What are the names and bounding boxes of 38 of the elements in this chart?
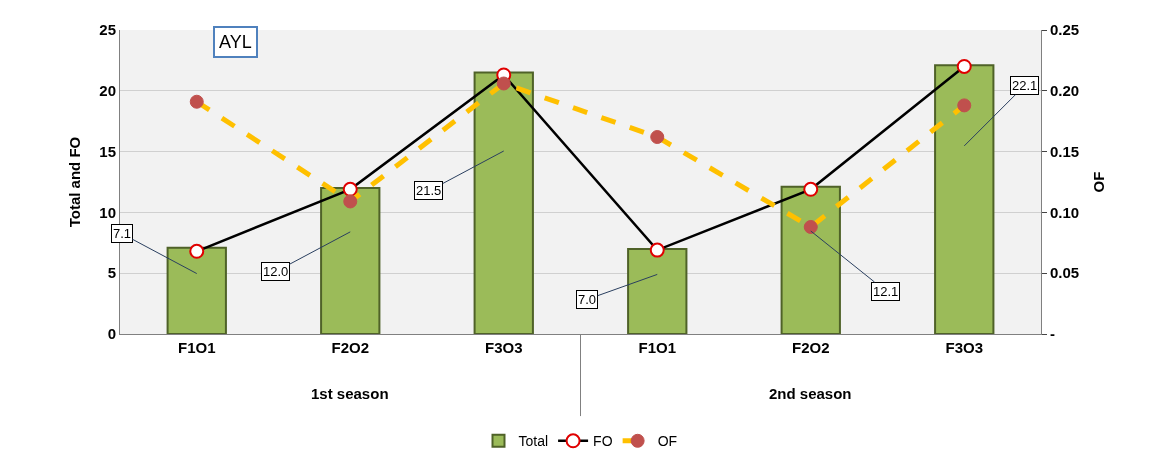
- x-tick-label: F2O2: [791, 339, 830, 356]
- x-tick-label: F2O2: [331, 339, 370, 356]
- y-tick-label: 10: [99, 203, 116, 221]
- data-label: 22.1: [1012, 78, 1038, 93]
- text: 2nd season: [769, 385, 852, 402]
- y2-axis-title: OF: [1090, 171, 1108, 193]
- y2-tick-label: 0.10: [1050, 203, 1080, 221]
- bar: [166, 246, 227, 334]
- legend-label: Total: [518, 433, 549, 450]
- bar: [320, 187, 381, 334]
- x-tick-label: F1O1: [638, 339, 677, 356]
- bar: [780, 185, 841, 334]
- y2-tick-label: -: [1050, 325, 1055, 343]
- y-tick-label: 25: [99, 21, 116, 39]
- legend-label: FO: [593, 433, 613, 450]
- y-tick-label: 0: [107, 325, 116, 343]
- bar: [473, 71, 534, 334]
- data-label: 7.1: [113, 226, 132, 241]
- y2-tick-label: 0.05: [1050, 264, 1080, 282]
- x-tick-label: F3O3: [484, 339, 523, 356]
- annotation: AYL: [219, 32, 252, 52]
- y-axis-title: Total and FO: [65, 136, 83, 228]
- y2-tick-label: 0.25: [1050, 21, 1080, 39]
- y2-tick-label: 0.20: [1050, 82, 1080, 100]
- y2-tick-label: 0.15: [1050, 142, 1080, 160]
- bar: [934, 64, 995, 334]
- data-label: 12.0: [263, 264, 289, 279]
- legend-label: OF: [657, 433, 678, 450]
- x-tick-label: F3O3: [945, 339, 984, 356]
- text: 1st season: [311, 385, 389, 402]
- y-tick-label: 20: [99, 82, 116, 100]
- data-label: 7.0: [578, 292, 597, 307]
- bar: [627, 247, 688, 334]
- data-label: 21.5: [416, 183, 442, 198]
- x-tick-label: F1O1: [177, 339, 216, 356]
- y-tick-label: 15: [99, 142, 116, 160]
- y-tick-label: 5: [107, 264, 116, 282]
- data-label: 12.1: [873, 284, 899, 299]
